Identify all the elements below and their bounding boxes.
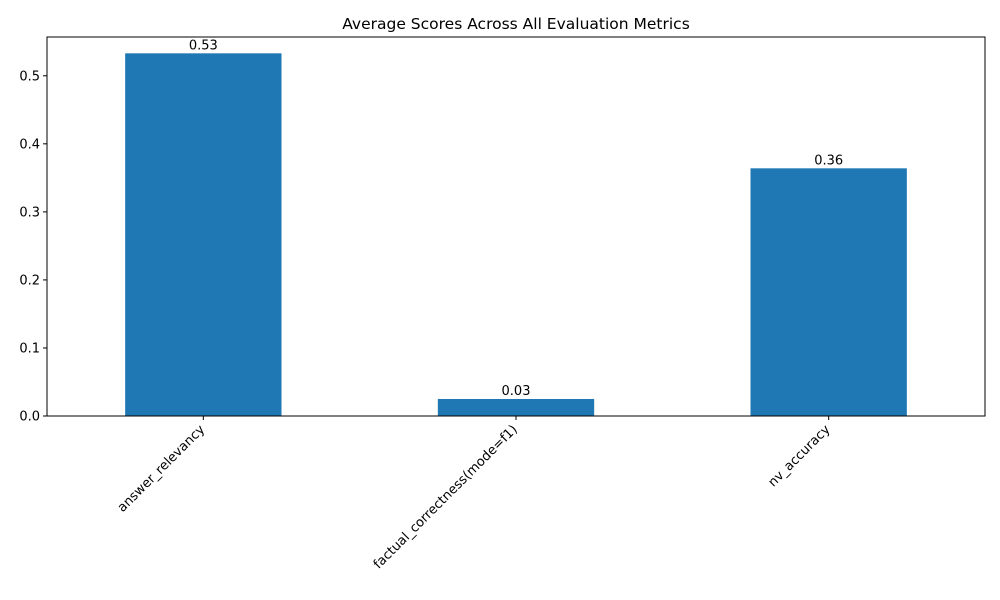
bar-0 bbox=[125, 53, 282, 416]
data-label-2: 0.36 bbox=[814, 153, 843, 168]
bars-group bbox=[125, 53, 907, 416]
y-tick-label-2: 0.2 bbox=[19, 273, 40, 288]
bar-1 bbox=[437, 398, 595, 416]
y-tick-label-0: 0.0 bbox=[19, 410, 40, 425]
x-axis: answer_relevancy factual_correctness(mode… bbox=[115, 416, 834, 572]
x-tick-label-0: answer_relevancy bbox=[115, 422, 208, 515]
y-axis: 0.0 0.1 0.2 0.3 0.4 0.5 bbox=[19, 69, 47, 425]
y-tick-label-4: 0.4 bbox=[19, 137, 40, 152]
y-tick-label-5: 0.5 bbox=[19, 69, 40, 84]
data-label-1: 0.03 bbox=[502, 384, 531, 399]
plot-frame bbox=[46, 36, 986, 417]
y-tick-label-1: 0.1 bbox=[19, 341, 40, 356]
bar-2 bbox=[750, 168, 907, 416]
x-tick-label-1: factual_correctness(mode=f1) bbox=[371, 422, 521, 572]
x-tick-label-2: nv_accuracy bbox=[766, 422, 834, 490]
data-label-0: 0.53 bbox=[189, 38, 218, 53]
data-labels-group: 0.53 0.03 0.36 bbox=[189, 38, 843, 399]
y-tick-label-3: 0.3 bbox=[19, 205, 40, 220]
chart-title: Average Scores Across All Evaluation Met… bbox=[342, 15, 690, 33]
